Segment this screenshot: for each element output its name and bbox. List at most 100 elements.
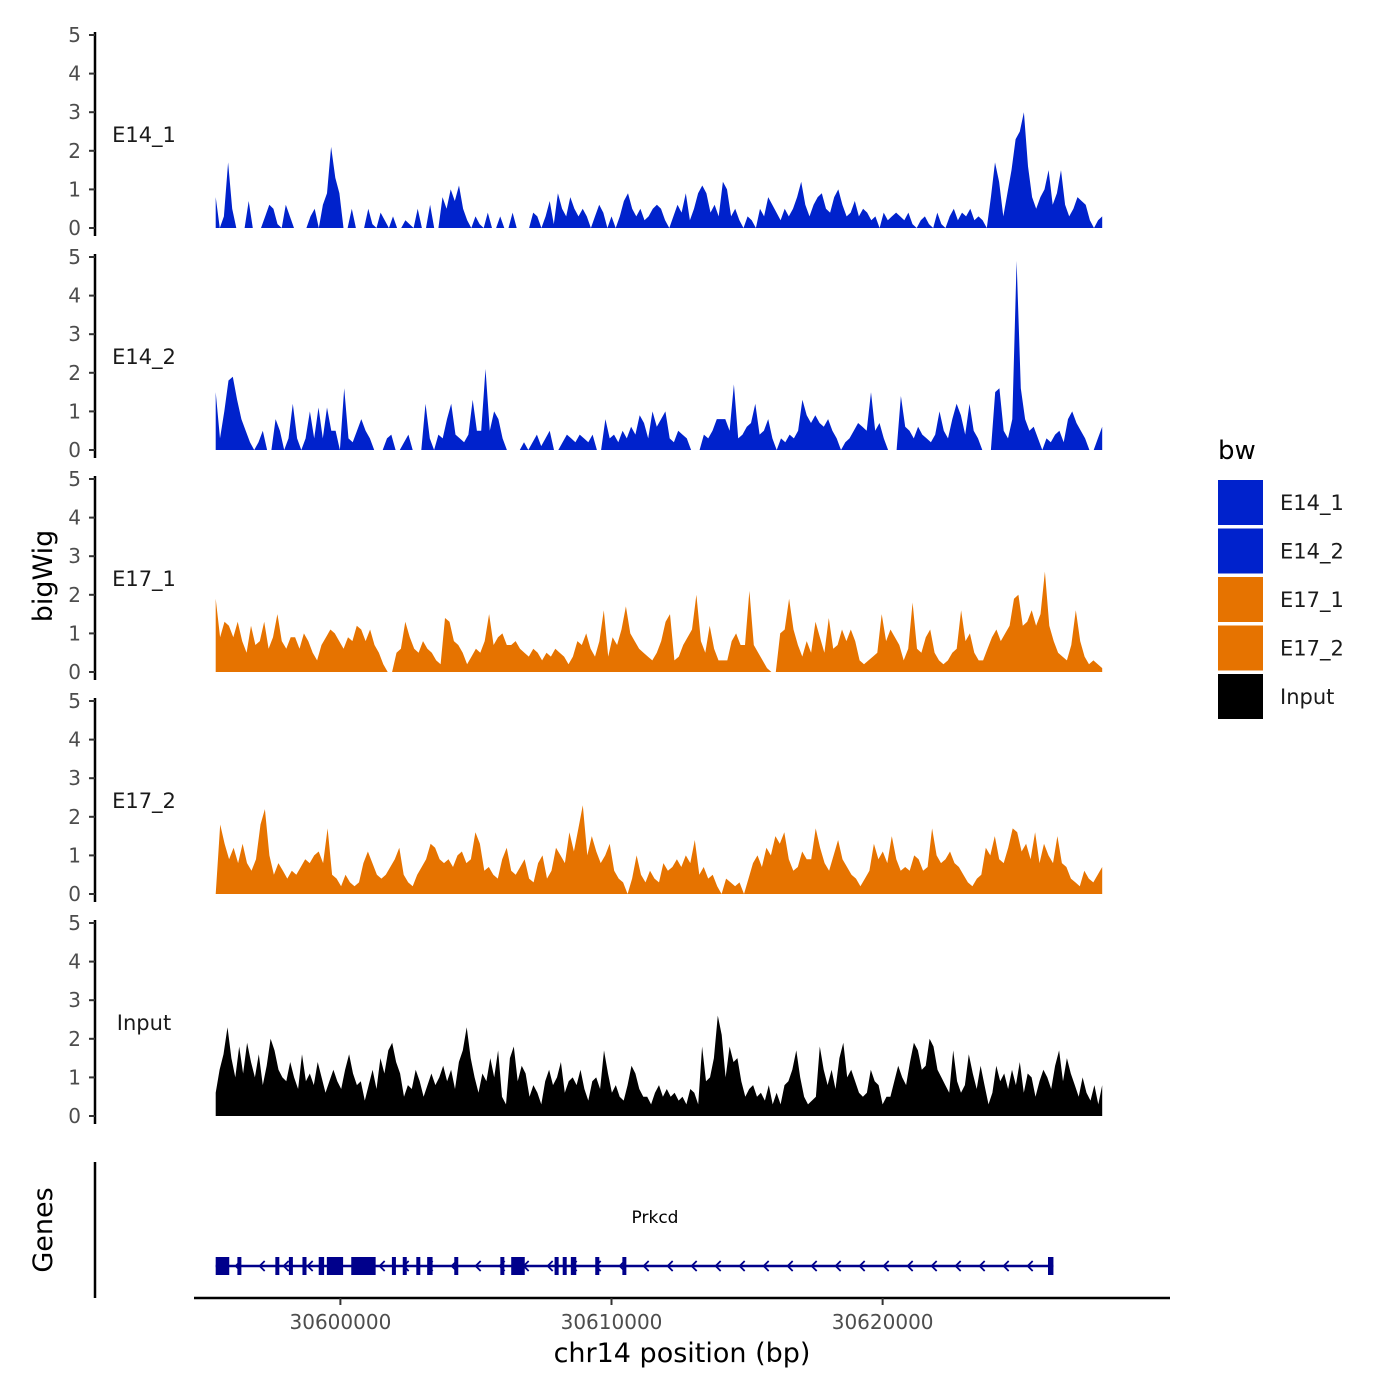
track-area-E17_2 — [215, 805, 1103, 894]
strand-arrow — [378, 1260, 386, 1272]
y-tick-label: 3 — [68, 544, 81, 568]
y-tick-label: 3 — [68, 322, 81, 346]
legend-swatch — [1218, 625, 1263, 671]
y-tick-label: 4 — [68, 950, 81, 974]
strand-arrow — [714, 1260, 722, 1272]
y-tick-label: 4 — [68, 506, 81, 530]
genes-panel: Genes Prkcd — [28, 1162, 1054, 1298]
strand-arrow — [834, 1260, 842, 1272]
y-tick-label: 2 — [68, 139, 81, 163]
gene-exon — [237, 1257, 242, 1275]
x-tick-label: 30620000 — [832, 1310, 934, 1334]
track-area-E14_1 — [215, 112, 1103, 228]
strand-arrow — [930, 1260, 938, 1272]
track-label: Input — [117, 1011, 171, 1035]
y-tick-label: 3 — [68, 100, 81, 124]
y-tick-label: 2 — [68, 583, 81, 607]
legend-swatch — [1218, 674, 1263, 719]
strand-arrow — [1026, 1260, 1034, 1272]
genes-axis-title: Genes — [28, 1187, 59, 1272]
strand-arrow — [690, 1260, 698, 1272]
gene-exon — [554, 1257, 559, 1275]
gene-exon — [402, 1257, 407, 1275]
gene-exon — [215, 1257, 230, 1275]
strand-arrow — [858, 1260, 866, 1272]
legend-label: E14_2 — [1280, 540, 1344, 565]
y-tick-label: 1 — [68, 177, 81, 201]
y-tick-label: 3 — [68, 988, 81, 1012]
legend-item-E17_1: E17_1 — [1218, 577, 1344, 622]
gene-exon — [562, 1257, 567, 1275]
legend: bw E14_1 E14_2 E17_1 E17_2 Input — [1218, 436, 1344, 719]
x-tick-label: 30600000 — [290, 1310, 392, 1334]
track-Input: 0 1 2 3 4 5 Input — [68, 911, 1103, 1128]
track-E14_2: 0 1 2 3 4 5 E14_2 — [68, 245, 1103, 462]
gene-exon — [1048, 1257, 1054, 1275]
gene-exon — [326, 1257, 344, 1275]
track-label: E14_2 — [112, 345, 176, 370]
strand-arrow — [978, 1260, 986, 1272]
legend-item-Input: Input — [1218, 674, 1334, 719]
strand-arrow — [474, 1260, 482, 1272]
strand-arrow — [882, 1260, 890, 1272]
gene-exon — [416, 1257, 421, 1275]
strand-arrow — [786, 1260, 794, 1272]
legend-label: Input — [1280, 685, 1334, 709]
gene-exon — [570, 1257, 577, 1275]
y-tick-label: 0 — [68, 438, 81, 462]
x-axis: 30600000 30610000 30620000 — [194, 1296, 1170, 1334]
strand-arrow — [546, 1260, 554, 1272]
strand-arrow — [642, 1260, 650, 1272]
gene-exon — [275, 1257, 280, 1275]
x-tick-label: 30610000 — [561, 1310, 663, 1334]
gene-exon — [511, 1257, 525, 1275]
gene-model — [215, 1257, 1054, 1275]
gene-exon — [302, 1257, 307, 1275]
gene-exon — [500, 1257, 505, 1275]
strand-arrow — [282, 1260, 290, 1272]
y-tick-label: 3 — [68, 766, 81, 790]
track-label: E17_1 — [112, 567, 176, 592]
gene-exon — [454, 1257, 459, 1275]
gene-exon — [351, 1257, 376, 1275]
y-tick-label: 0 — [68, 882, 81, 906]
y-tick-label: 2 — [68, 805, 81, 829]
legend-item-E14_2: E14_2 — [1218, 528, 1344, 574]
strand-arrow — [906, 1260, 914, 1272]
legend-label: E17_1 — [1280, 588, 1344, 613]
strand-arrow — [954, 1260, 962, 1272]
strand-arrow — [762, 1260, 770, 1272]
strand-arrow — [258, 1260, 266, 1272]
track-area-E17_1 — [215, 571, 1103, 672]
y-tick-label: 2 — [68, 1027, 81, 1051]
legend-label: E17_2 — [1280, 637, 1344, 662]
gene-label: Prkcd — [632, 1208, 679, 1228]
strand-arrow — [810, 1260, 818, 1272]
legend-title: bw — [1218, 436, 1256, 466]
x-axis-title: chr14 position (bp) — [554, 1338, 811, 1369]
gene-exon — [622, 1257, 627, 1275]
y-axis-title: bigWig — [28, 530, 59, 623]
legend-swatch — [1218, 528, 1263, 574]
y-tick-label: 5 — [68, 245, 81, 269]
track-label: E14_1 — [112, 123, 176, 148]
track-area-E14_2 — [215, 260, 1103, 450]
strand-arrow — [1002, 1260, 1010, 1272]
track-E17_2: 0 1 2 3 4 5 E17_2 — [68, 689, 1103, 906]
gene-exon — [391, 1257, 396, 1275]
y-tick-label: 5 — [68, 689, 81, 713]
strand-arrow — [738, 1260, 746, 1272]
y-tick-label: 0 — [68, 660, 81, 684]
track-area-Input — [215, 1015, 1103, 1116]
y-tick-label: 0 — [68, 1104, 81, 1128]
y-tick-label: 4 — [68, 62, 81, 86]
y-tick-label: 5 — [68, 467, 81, 491]
gene-exon — [318, 1257, 325, 1275]
track-E17_1: 0 1 2 3 4 5 E17_1 — [68, 467, 1103, 684]
y-tick-label: 5 — [68, 23, 81, 47]
strand-arrow — [306, 1260, 314, 1272]
legend-swatch — [1218, 577, 1263, 622]
y-tick-label: 1 — [68, 621, 81, 645]
y-tick-label: 5 — [68, 911, 81, 935]
gene-exon — [595, 1257, 600, 1275]
